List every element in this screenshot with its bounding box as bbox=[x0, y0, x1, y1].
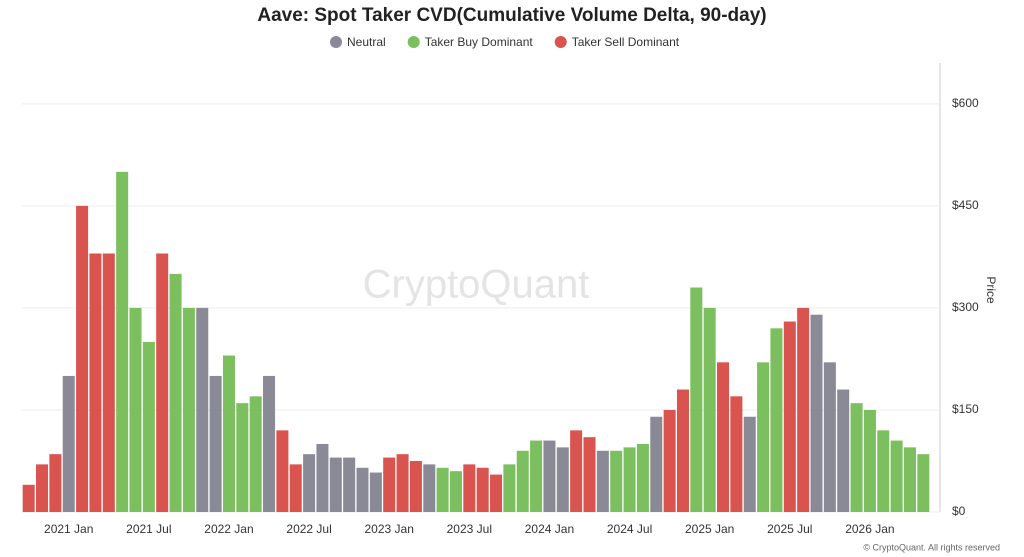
bar bbox=[730, 396, 743, 512]
bar bbox=[89, 253, 102, 512]
bar bbox=[490, 474, 503, 512]
bar bbox=[570, 430, 583, 512]
y-tick-label: $300 bbox=[952, 300, 979, 314]
bar bbox=[329, 457, 342, 512]
bar bbox=[356, 467, 369, 512]
x-tick-label: 2022 Jul bbox=[286, 522, 331, 536]
x-tick-label: 2021 Jul bbox=[126, 522, 171, 536]
x-tick-label: 2025 Jul bbox=[767, 522, 812, 536]
bar bbox=[22, 484, 35, 512]
bar bbox=[303, 454, 316, 512]
y-axis-label: Price bbox=[984, 276, 998, 304]
legend-swatch bbox=[330, 36, 342, 48]
bar bbox=[717, 362, 730, 512]
bar bbox=[810, 314, 823, 512]
bar bbox=[196, 307, 209, 512]
footer: © CryptoQuant. All rights reserved bbox=[863, 542, 1000, 552]
bar bbox=[449, 471, 462, 512]
y-tick-label: $150 bbox=[952, 402, 979, 416]
x-tick-label: 2022 Jan bbox=[204, 522, 253, 536]
legend-label: Neutral bbox=[347, 35, 386, 49]
bar bbox=[102, 253, 115, 512]
bar bbox=[396, 454, 409, 512]
bar bbox=[36, 464, 49, 512]
bar bbox=[463, 464, 476, 512]
bar bbox=[289, 464, 302, 512]
legend-swatch bbox=[407, 36, 420, 48]
bar bbox=[343, 457, 356, 512]
bar bbox=[49, 454, 62, 512]
bar bbox=[263, 375, 276, 512]
y-tick-label: $600 bbox=[952, 96, 979, 110]
x-tick-label: 2025 Jan bbox=[685, 522, 734, 536]
bar bbox=[556, 447, 569, 512]
x-tick-label: 2024 Jul bbox=[607, 522, 652, 536]
bar bbox=[636, 443, 649, 512]
x-tick-label: 2021 Jan bbox=[44, 522, 93, 536]
bar bbox=[757, 362, 770, 512]
bar bbox=[743, 416, 756, 512]
bar bbox=[770, 328, 783, 512]
bar bbox=[623, 447, 636, 512]
bar bbox=[222, 355, 235, 512]
bar bbox=[530, 440, 543, 512]
bar bbox=[663, 409, 676, 512]
bar bbox=[823, 362, 836, 512]
bar bbox=[596, 450, 609, 512]
bar bbox=[182, 307, 195, 512]
watermark: CryptoQuant bbox=[363, 263, 590, 307]
bar bbox=[583, 437, 596, 512]
x-tick-label: 2023 Jul bbox=[447, 522, 492, 536]
bar bbox=[409, 460, 422, 512]
legend-swatch bbox=[554, 36, 567, 48]
bar bbox=[76, 205, 89, 512]
bar bbox=[316, 443, 329, 512]
bar bbox=[209, 375, 222, 512]
bar bbox=[543, 440, 556, 512]
bar bbox=[797, 307, 810, 512]
bar bbox=[516, 450, 529, 512]
x-tick-label: 2023 Jan bbox=[365, 522, 414, 536]
bar bbox=[610, 450, 623, 512]
bar bbox=[503, 464, 516, 512]
chart-title: Aave: Spot Taker CVD(Cumulative Volume D… bbox=[257, 5, 766, 26]
bar bbox=[783, 321, 796, 512]
bar bbox=[837, 389, 850, 512]
bar bbox=[142, 341, 155, 512]
bar bbox=[436, 467, 449, 512]
bar bbox=[850, 403, 863, 512]
bar bbox=[129, 307, 142, 512]
legend-label: Taker Buy Dominant bbox=[425, 35, 534, 49]
bar bbox=[369, 472, 382, 512]
bar bbox=[276, 430, 289, 512]
bar bbox=[249, 396, 262, 512]
bar bbox=[169, 273, 182, 512]
bar bbox=[877, 430, 890, 512]
bar bbox=[890, 440, 903, 512]
bar bbox=[236, 403, 249, 512]
bar bbox=[156, 253, 169, 512]
x-tick-label: 2024 Jan bbox=[525, 522, 574, 536]
bar bbox=[903, 447, 916, 512]
bar bbox=[690, 287, 703, 512]
bar bbox=[476, 467, 489, 512]
bar bbox=[423, 464, 436, 512]
y-tick-label: $450 bbox=[952, 198, 979, 212]
legend-label: Taker Sell Dominant bbox=[572, 35, 680, 49]
bar bbox=[917, 454, 930, 512]
bar bbox=[863, 409, 876, 512]
bar bbox=[703, 307, 716, 512]
bar bbox=[116, 171, 129, 512]
bar bbox=[383, 457, 396, 512]
x-tick-label: 2026 Jan bbox=[845, 522, 894, 536]
bar bbox=[650, 416, 663, 512]
bar bbox=[676, 389, 689, 512]
y-tick-label: $0 bbox=[952, 504, 966, 518]
bar bbox=[62, 375, 75, 512]
